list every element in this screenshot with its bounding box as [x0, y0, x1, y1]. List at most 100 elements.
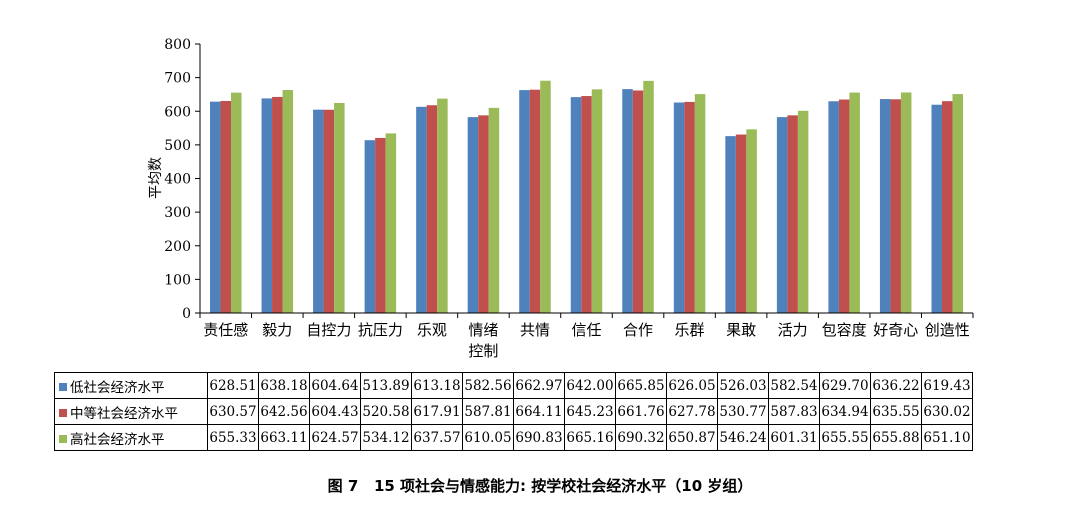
- data-label: 604.64: [309, 372, 361, 399]
- bar: [323, 109, 335, 313]
- series-name: 低社会经济水平: [70, 379, 165, 396]
- bar: [467, 117, 479, 313]
- data-label: 630.57: [207, 398, 259, 425]
- series-label-cell: 中等社会经济水平: [54, 398, 208, 425]
- data-label: 601.31: [768, 424, 820, 451]
- bar: [890, 99, 901, 313]
- x-category-label: 自控力: [306, 321, 351, 339]
- bar: [735, 134, 747, 313]
- bar: [879, 99, 891, 313]
- data-table: 低社会经济水平 628.51 638.18 604.64 513.89 613.18 582…: [54, 372, 973, 451]
- y-tick-label: 200: [164, 239, 191, 255]
- x-category-label: 创造性: [925, 321, 970, 339]
- bar: [746, 129, 757, 313]
- x-category-label: 责任感: [203, 321, 248, 339]
- legend-swatch: [59, 434, 67, 443]
- data-label: 627.78: [666, 398, 718, 425]
- table-row: 中等社会经济水平 630.57 642.56 604.43 520.58 617.91 58…: [54, 398, 973, 425]
- legend-swatch: [59, 382, 67, 391]
- data-label: 655.88: [870, 424, 922, 451]
- data-label: 626.05: [666, 372, 718, 399]
- x-axis: 责任感 毅力 自控力 抗压力 乐观 情绪控制 共情 信任 合作 乐群 果敢 活力 包容度 好奇心 创造性: [199, 312, 974, 360]
- data-label: 661.76: [615, 398, 667, 425]
- bar: [231, 92, 242, 314]
- table-row: 低社会经济水平 628.51 638.18 604.64 513.89 613.18 582…: [54, 372, 973, 399]
- figure-number: 图 7: [327, 477, 359, 495]
- data-label: 619.43: [921, 372, 973, 399]
- y-tick-label: 300: [164, 205, 191, 221]
- data-label: 610.05: [462, 424, 514, 451]
- bar: [797, 110, 809, 313]
- y-tick-label: 400: [164, 172, 191, 188]
- data-label: 637.57: [411, 424, 463, 451]
- bar: [364, 140, 376, 313]
- bar: [622, 89, 633, 313]
- bar-chart: 0 100 200 300 400 500 600 700 800 责任感 毅力 自控力 抗压力 乐观 情…: [148, 37, 974, 360]
- bar: [849, 92, 860, 313]
- bar: [591, 89, 603, 313]
- data-label: 582.56: [462, 372, 514, 399]
- y-axis: 0 100 200 300 400 500 600 700 800: [164, 37, 201, 322]
- figure-caption: 图 7 15 项社会与情感能力: 按学校社会经济水平（10 岁组）: [0, 475, 1080, 496]
- x-category-label: 乐群: [675, 321, 705, 339]
- data-label: 520.58: [360, 398, 412, 425]
- x-category-label: 情绪控制: [468, 321, 498, 360]
- data-label: 587.83: [768, 398, 820, 425]
- data-label: 587.81: [462, 398, 514, 425]
- data-label: 638.18: [258, 372, 310, 399]
- series-name: 高社会经济水平: [70, 431, 165, 448]
- bar: [684, 101, 695, 313]
- bar: [787, 115, 798, 313]
- bars-group: [210, 80, 963, 314]
- x-category-label: 乐观: [417, 321, 447, 339]
- data-label: 655.55: [819, 424, 871, 451]
- x-category-label: 毅力: [262, 321, 292, 339]
- data-label: 636.22: [870, 372, 922, 399]
- table-row: 高社会经济水平 655.33 663.11 624.57 534.12 637.57 610…: [54, 424, 973, 451]
- x-category-label: 果敢: [726, 321, 756, 339]
- bar: [725, 136, 736, 313]
- series-label-cell: 低社会经济水平: [54, 372, 208, 399]
- y-tick-label: 800: [164, 37, 191, 53]
- data-label: 624.57: [309, 424, 361, 451]
- x-category-label: 活力: [778, 321, 808, 339]
- legend-swatch: [59, 408, 67, 417]
- bar: [334, 102, 345, 314]
- bar: [282, 90, 294, 313]
- data-label: 613.18: [411, 372, 463, 399]
- figure-title: 15 项社会与情感能力: 按学校社会经济水平（10 岁组）: [373, 477, 753, 495]
- data-label: 665.85: [615, 372, 667, 399]
- series-name: 中等社会经济水平: [70, 405, 178, 422]
- bar: [416, 106, 427, 313]
- bar: [694, 94, 706, 313]
- data-label: 655.33: [207, 424, 259, 451]
- x-category-label: 共情: [520, 321, 550, 339]
- data-label: 629.70: [819, 372, 871, 399]
- data-label: 690.32: [615, 424, 667, 451]
- data-label: 628.51: [207, 372, 259, 399]
- data-label: 617.91: [411, 398, 463, 425]
- bar: [776, 117, 788, 314]
- data-label: 662.97: [513, 372, 565, 399]
- data-label: 546.24: [717, 424, 769, 451]
- x-category-label: 信任: [571, 321, 601, 339]
- data-label: 663.11: [258, 424, 310, 451]
- bar: [952, 94, 963, 313]
- y-tick-label: 600: [164, 104, 191, 120]
- bar: [272, 96, 283, 313]
- data-label: 582.54: [768, 372, 820, 399]
- bar: [488, 107, 500, 314]
- bar: [426, 105, 438, 313]
- data-label: 690.83: [513, 424, 565, 451]
- series-label-cell: 高社会经济水平: [54, 424, 208, 451]
- y-tick-label: 100: [164, 272, 191, 288]
- bar: [313, 109, 324, 313]
- data-label: 665.16: [564, 424, 616, 451]
- bar: [632, 90, 644, 313]
- data-label: 630.02: [921, 398, 973, 425]
- data-label: 664.11: [513, 398, 565, 425]
- data-label: 651.10: [921, 424, 973, 451]
- bar: [931, 104, 942, 313]
- bar: [643, 80, 654, 313]
- y-tick-label: 0: [182, 306, 191, 322]
